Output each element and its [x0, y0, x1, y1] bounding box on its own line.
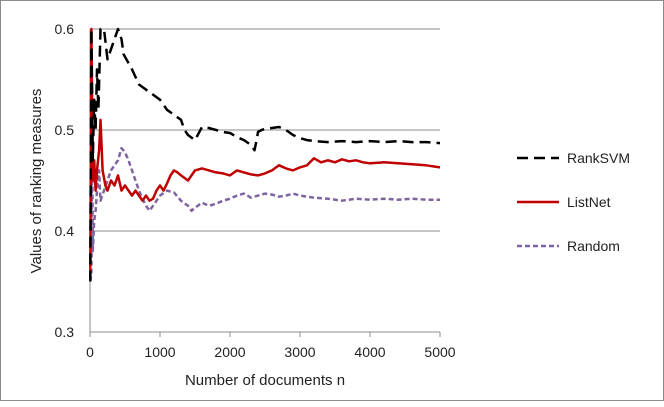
legend-label-random: Random	[567, 238, 620, 254]
y-tick-label-3: 0.6	[55, 21, 75, 37]
series-line-listnet	[89, 27, 441, 272]
legend-label-listnet: ListNet	[567, 194, 611, 210]
y-tick-labels: 0.3 0.4 0.5 0.6	[55, 21, 75, 340]
series-line-random	[89, 128, 440, 282]
legend: RankSVM ListNet Random	[517, 150, 630, 254]
x-tick-label-4: 4000	[354, 344, 385, 360]
axes	[89, 29, 441, 337]
x-tick-labels: 0 1000 2000 3000 4000 5000	[86, 344, 456, 360]
gridlines	[90, 28, 440, 232]
legend-label-ranksvm: RankSVM	[567, 150, 630, 166]
y-axis-label: Values of ranking measures	[28, 89, 45, 274]
x-tick-label-3: 3000	[284, 344, 315, 360]
x-tick-label-2: 2000	[214, 344, 245, 360]
x-axis-label: Number of documents n	[185, 372, 345, 389]
x-tick-label-0: 0	[86, 344, 94, 360]
y-tick-label-2: 0.5	[55, 122, 75, 138]
series-lines	[89, 27, 441, 282]
y-tick-label-0: 0.3	[55, 324, 75, 340]
y-tick-label-1: 0.4	[55, 223, 75, 239]
series-line-ranksvm	[89, 27, 441, 282]
x-tick-label-1: 1000	[144, 344, 175, 360]
x-tick-label-5: 5000	[424, 344, 455, 360]
